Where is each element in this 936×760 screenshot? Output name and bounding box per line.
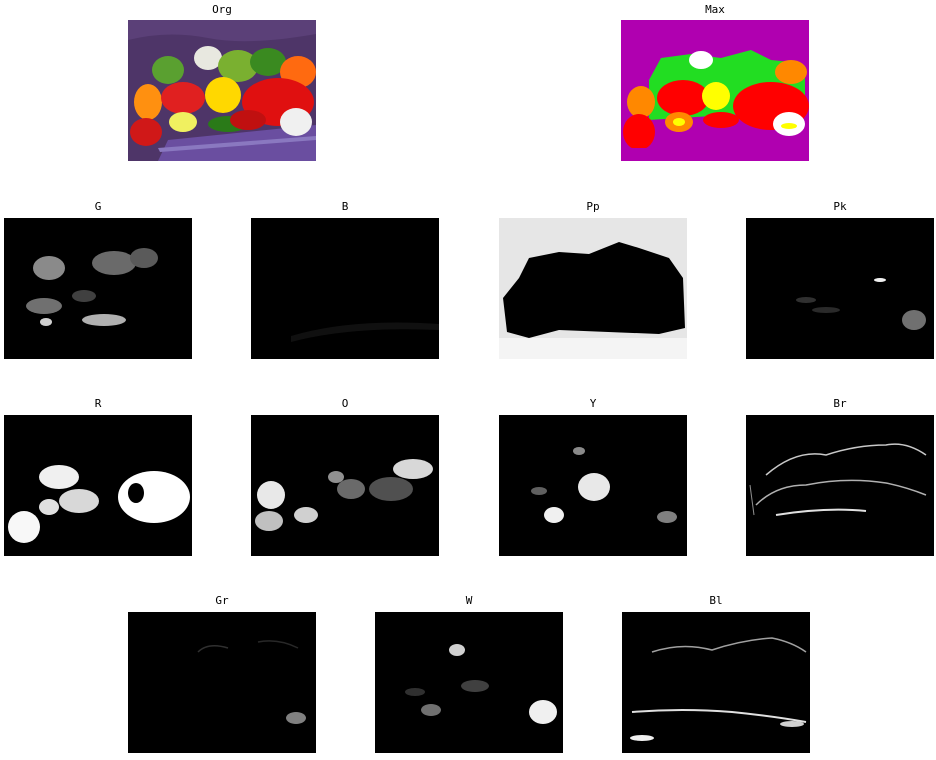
panel-title-w: W (465, 594, 473, 607)
mask-r (4, 415, 192, 556)
mask-pk (746, 218, 934, 359)
panel-title-y: Y (589, 397, 597, 410)
panel-title-org: Org (212, 3, 232, 16)
panel-title-b: B (341, 200, 349, 213)
mask-y (499, 415, 687, 556)
mask-w (375, 612, 563, 753)
original-image (128, 20, 316, 161)
mask-bl (622, 612, 810, 753)
mask-b (251, 218, 439, 359)
mask-pp (499, 218, 687, 359)
mask-br (746, 415, 934, 556)
panel-title-gr: Gr (215, 594, 229, 607)
panel-title-br: Br (833, 397, 847, 410)
max-classification-image (621, 20, 809, 161)
panel-title-pp: Pp (586, 200, 600, 213)
panel-title-max: Max (705, 3, 725, 16)
panel-title-o: O (341, 397, 349, 410)
panel-title-pk: Pk (833, 200, 847, 213)
mask-g (4, 218, 192, 359)
panel-title-g: G (94, 200, 102, 213)
panel-title-r: R (94, 397, 102, 410)
mask-o (251, 415, 439, 556)
mask-gr (128, 612, 316, 753)
panel-title-bl: Bl (709, 594, 723, 607)
